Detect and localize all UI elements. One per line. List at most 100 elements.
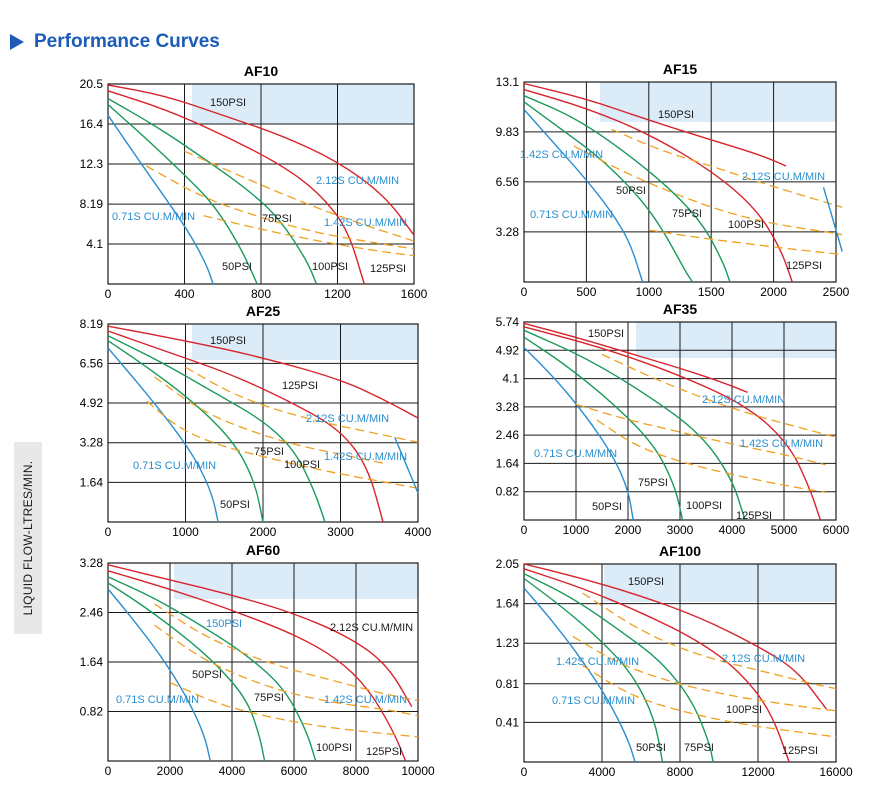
af100-ytick-label: 2.05 — [496, 557, 520, 571]
af10-series-125psi — [107, 90, 365, 285]
af15-curve-label: 50PSI — [616, 185, 646, 197]
af35-xtick-label: 4000 — [719, 523, 746, 537]
af100-curve-label: 125PSI — [782, 745, 818, 757]
af25-ytick-label: 4.92 — [80, 396, 104, 410]
triangle-right-icon — [10, 34, 24, 50]
af15-ytick-label: 3.28 — [496, 225, 520, 239]
af35-xtick-label: 3000 — [667, 523, 694, 537]
af25-ytick-label: 6.56 — [80, 356, 104, 370]
af10-ytick-label: 20.5 — [80, 77, 104, 91]
af15-xtick-label: 2500 — [823, 285, 850, 299]
af35-curve-label: 75PSI — [638, 477, 668, 489]
af15-xtick-label: 500 — [576, 285, 596, 299]
af10-series-50psi — [107, 114, 214, 285]
af60-ytick-label: 3.28 — [80, 556, 104, 570]
af100-curve-label: 75PSI — [684, 742, 714, 754]
af35-ytick-label: 3.28 — [496, 400, 520, 414]
af35-series-0-71s-cu-m-min — [596, 419, 826, 494]
af100-series-1-42s-cu-m-min — [572, 635, 837, 712]
af10-ytick-label: 16.4 — [80, 117, 104, 131]
af60-curve-label: 100PSI — [316, 742, 352, 754]
af35-xtick-label: 1000 — [563, 523, 590, 537]
af25-ytick-label: 1.64 — [80, 475, 104, 489]
af60-series-75psi — [107, 582, 266, 762]
af60-curve-label: 2.12S CU.M/MIN — [330, 622, 413, 634]
af25-curve-label: 2.12S CU.M/MIN — [306, 413, 389, 425]
af15-curve-label: 125PSI — [786, 260, 822, 272]
af60-xtick-label: 6000 — [281, 764, 308, 778]
af15-title: AF15 — [663, 61, 697, 77]
af15-series-125psi — [523, 88, 793, 283]
af35-series-2-12s-cu-m-min — [601, 353, 837, 438]
af10-series-150psi — [107, 84, 415, 236]
af35-band — [636, 322, 836, 358]
af15-frame — [523, 81, 837, 283]
af100-ytick-label: 1.23 — [496, 636, 520, 650]
af100-curve-label: 50PSI — [636, 742, 666, 754]
af25-xtick-label: 1000 — [172, 525, 199, 539]
section-title: Performance Curves — [34, 31, 220, 52]
af25-curve-label: 50PSI — [220, 499, 250, 511]
af100-xtick-label: 8000 — [667, 765, 694, 779]
af10-xtick-label: 1200 — [324, 287, 351, 301]
af100-title: AF100 — [659, 543, 701, 559]
af25-curve-label: 1.42S CU.M/MIN — [324, 451, 407, 463]
af15-curve-label: 1.42S CU.M/MIN — [520, 149, 603, 161]
af60-ytick-label: 1.64 — [80, 655, 104, 669]
af60-series-1-42s-cu-m-min — [154, 624, 419, 717]
af15-series-1-42s-cu-m-min — [573, 145, 843, 236]
af15-xtick-label: 1000 — [635, 285, 662, 299]
af15-series-50psi — [523, 109, 644, 283]
af15-xtick-label: 1500 — [698, 285, 725, 299]
af100-series-0-71s-cu-m-min — [582, 664, 837, 738]
af60-ytick-label: 0.82 — [80, 705, 104, 719]
af35-series-150psi — [523, 322, 748, 394]
af100-xtick-label: 16000 — [819, 765, 853, 779]
af25-series-50psi — [107, 347, 219, 523]
af35-ytick-label: 5.74 — [496, 315, 520, 329]
af100-series-2-12s-cu-m-min — [582, 592, 837, 690]
af15-xtick-label: 2000 — [760, 285, 787, 299]
af35-curve-label: 125PSI — [736, 510, 772, 522]
af60-frame — [107, 562, 419, 762]
af10-xtick-label: 400 — [174, 287, 194, 301]
af60-series-100psi — [107, 576, 317, 762]
af35-xtick-label: 5000 — [771, 523, 798, 537]
af15-series-tail — [822, 187, 843, 252]
af10-series-1-42s-cu-m-min — [145, 165, 415, 250]
af100-curve-label: 100PSI — [726, 704, 762, 716]
af60-curve-label: 0.71S CU.M/MIN — [116, 694, 199, 706]
af10-curve-label: 100PSI — [312, 261, 348, 273]
af25-title: AF25 — [246, 303, 280, 319]
section-header: Performance Curves — [10, 28, 220, 56]
af25-xtick-label: 2000 — [250, 525, 277, 539]
af100-curve-label: 1.42S CU.M/MIN — [556, 656, 639, 668]
af10-xtick-label: 1600 — [401, 287, 428, 301]
af35-curve-label: 150PSI — [588, 328, 624, 340]
af100-ytick-label: 0.81 — [496, 677, 520, 691]
af15-curve-label: 100PSI — [728, 219, 764, 231]
af25-ytick-label: 3.28 — [80, 436, 104, 450]
af10-series-2-12s-cu-m-min — [184, 150, 415, 242]
af35-series-100psi — [523, 329, 746, 521]
af10-frame — [107, 83, 415, 285]
af15-curve-label: 2.12S CU.M/MIN — [742, 171, 825, 183]
af15-series-75psi — [523, 101, 694, 283]
af25-curve-label: 75PSI — [254, 446, 284, 458]
af15-ytick-label: 13.1 — [496, 75, 520, 89]
af10-title: AF10 — [244, 63, 278, 79]
af35-frame — [523, 321, 837, 521]
af35-curve-label: 2.12S CU.M/MIN — [702, 394, 785, 406]
af10-curve-label: 1.42S CU.M/MIN — [324, 217, 407, 229]
af15-curve-label: 0.71S CU.M/MIN — [530, 209, 613, 221]
af60-curve-label: 50PSI — [192, 669, 222, 681]
af60-xtick-label: 2000 — [157, 764, 184, 778]
af10-ytick-label: 8.19 — [80, 197, 104, 211]
af10-curve-label: 0.71S CU.M/MIN — [112, 211, 195, 223]
af60-band — [174, 563, 418, 599]
af25-series-150psi — [107, 325, 419, 419]
af100-xtick-label: 0 — [521, 765, 528, 779]
af60-title: AF60 — [246, 542, 280, 558]
af10-ytick-label: 4.1 — [86, 237, 103, 251]
af15-series-0-71s-cu-m-min — [648, 229, 843, 256]
